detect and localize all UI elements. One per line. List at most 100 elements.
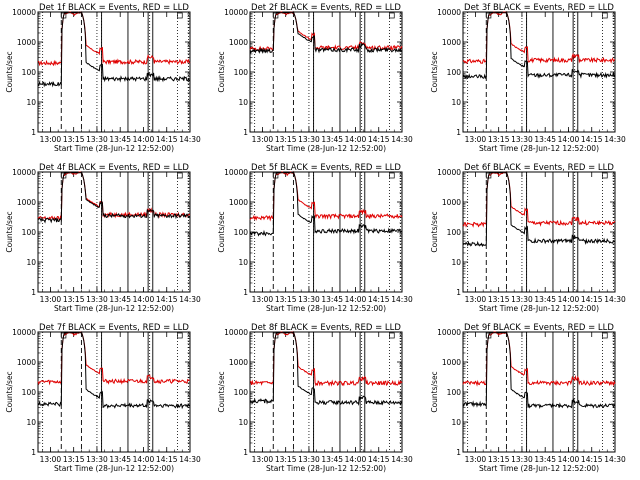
- y-axis-label: Counts/sec: [5, 51, 14, 92]
- x-tick-label: 13:30: [511, 455, 533, 464]
- x-tick-label: 13:15: [275, 295, 297, 304]
- x-axis-label: Start Time (28-Jun-12 12:52:00): [266, 464, 386, 473]
- x-axis-label: Start Time (28-Jun-12 12:52:00): [479, 464, 599, 473]
- x-tick-label: 13:00: [252, 135, 274, 144]
- y-tick-label: 1: [31, 128, 36, 137]
- y-tick-label: 1000: [17, 358, 36, 367]
- series-events-line: [462, 171, 616, 248]
- y-tick-label: 10: [238, 418, 248, 427]
- panel-title: Det 7f BLACK = Events, RED = LLD: [39, 323, 189, 333]
- y-tick-label: 10000: [437, 328, 461, 337]
- x-tick-label: 13:00: [252, 455, 274, 464]
- series-events-line: [249, 171, 403, 237]
- series-events-line: [462, 331, 616, 409]
- panel-title: Det 8f BLACK = Events, RED = LLD: [251, 323, 401, 333]
- plot-frame: [37, 171, 191, 293]
- panel-det-1: Det 1f BLACK = Events, RED = LLD 1 10 100 10…: [5, 3, 201, 153]
- x-axis-label: Start Time (28-Jun-12 12:52:00): [54, 464, 174, 473]
- x-axis-label: Start Time (28-Jun-12 12:52:00): [266, 144, 386, 153]
- y-tick-label: 100: [447, 68, 462, 77]
- x-tick-label: 13:30: [511, 135, 533, 144]
- x-tick-label: 13:15: [488, 455, 510, 464]
- y-axis-label: Counts/sec: [430, 211, 439, 252]
- y-axis-label: Counts/sec: [430, 51, 439, 92]
- interval-flag: [485, 12, 492, 19]
- y-tick-label: 100: [234, 68, 249, 77]
- x-tick-label: 13:00: [40, 455, 62, 464]
- interval-flag: [60, 12, 67, 19]
- panel-title: Det 1f BLACK = Events, RED = LLD: [39, 3, 189, 13]
- x-tick-label: 14:15: [581, 135, 603, 144]
- series-lld-line: [37, 11, 191, 67]
- x-tick-label: 13:00: [465, 135, 487, 144]
- x-tick-label: 13:00: [465, 295, 487, 304]
- y-axis-label: Counts/sec: [5, 211, 14, 252]
- x-tick-label: 14:15: [368, 295, 390, 304]
- y-tick-label: 10: [451, 418, 461, 427]
- y-axis-label: Counts/sec: [430, 371, 439, 412]
- x-tick-label: 13:45: [534, 455, 556, 464]
- interval-flag: [389, 12, 395, 19]
- y-tick-label: 10: [26, 258, 36, 267]
- interval-flag: [602, 332, 608, 339]
- x-tick-label: 14:15: [156, 455, 178, 464]
- interval-flag: [485, 172, 492, 179]
- x-tick-label: 13:15: [275, 455, 297, 464]
- y-tick-label: 1: [243, 128, 248, 137]
- x-tick-label: 13:30: [511, 295, 533, 304]
- x-tick-label: 13:30: [298, 455, 320, 464]
- x-tick-label: 14:15: [581, 295, 603, 304]
- panel-det-2: Det 2f BLACK = Events, RED = LLD 1 10 100 10…: [217, 3, 413, 153]
- plot-frame: [37, 331, 191, 453]
- panel-det-8: Det 8f BLACK = Events, RED = LLD 1 10 100 10…: [217, 323, 413, 473]
- series-events-line: [37, 171, 191, 224]
- x-tick-label: 13:45: [321, 135, 343, 144]
- panel-det-7: Det 7f BLACK = Events, RED = LLD 1 10 100 10…: [5, 323, 201, 473]
- panel-det-6: Det 6f BLACK = Events, RED = LLD 1 10 100 10…: [430, 163, 626, 313]
- x-tick-label: 14:15: [368, 135, 390, 144]
- series-events-line: [37, 331, 191, 410]
- x-tick-label: 14:15: [156, 295, 178, 304]
- x-tick-label: 13:30: [86, 295, 108, 304]
- x-tick-label: 14:15: [368, 455, 390, 464]
- y-tick-label: 1: [243, 288, 248, 297]
- y-tick-label: 10000: [437, 168, 461, 177]
- interval-flag: [272, 332, 279, 339]
- plot-frame: [249, 331, 403, 453]
- x-axis-label: Start Time (28-Jun-12 12:52:00): [266, 304, 386, 313]
- series-events-line: [249, 11, 403, 55]
- x-tick-label: 13:00: [465, 455, 487, 464]
- y-tick-label: 100: [234, 388, 249, 397]
- y-tick-label: 10000: [12, 168, 36, 177]
- x-tick-label: 14:30: [179, 135, 201, 144]
- x-tick-label: 13:45: [534, 295, 556, 304]
- interval-flag: [602, 12, 608, 19]
- y-tick-label: 100: [22, 228, 37, 237]
- x-tick-label: 13:15: [63, 295, 85, 304]
- x-tick-label: 14:30: [391, 135, 413, 144]
- y-axis-label: Counts/sec: [217, 51, 226, 92]
- x-tick-label: 13:45: [321, 455, 343, 464]
- x-tick-label: 14:00: [345, 455, 367, 464]
- series-events-line: [249, 331, 403, 406]
- panel-title: Det 6f BLACK = Events, RED = LLD: [464, 163, 614, 173]
- x-tick-label: 14:00: [133, 135, 155, 144]
- x-axis-label: Start Time (28-Jun-12 12:52:00): [479, 304, 599, 313]
- y-tick-label: 100: [22, 388, 37, 397]
- x-tick-label: 13:15: [63, 135, 85, 144]
- x-tick-label: 14:00: [133, 295, 155, 304]
- x-tick-label: 13:15: [488, 135, 510, 144]
- series-lld-line: [249, 10, 403, 52]
- y-tick-label: 10: [451, 98, 461, 107]
- series-lld-line: [37, 331, 191, 386]
- x-tick-label: 14:00: [558, 135, 580, 144]
- y-axis-label: Counts/sec: [217, 211, 226, 252]
- panel-det-3: Det 3f BLACK = Events, RED = LLD 1 10 100 10…: [430, 3, 626, 153]
- y-tick-label: 10000: [224, 8, 248, 17]
- x-tick-label: 13:45: [109, 295, 131, 304]
- y-tick-label: 1: [456, 288, 461, 297]
- x-tick-label: 13:45: [109, 135, 131, 144]
- y-tick-label: 10: [451, 258, 461, 267]
- panel-title: Det 2f BLACK = Events, RED = LLD: [251, 3, 401, 13]
